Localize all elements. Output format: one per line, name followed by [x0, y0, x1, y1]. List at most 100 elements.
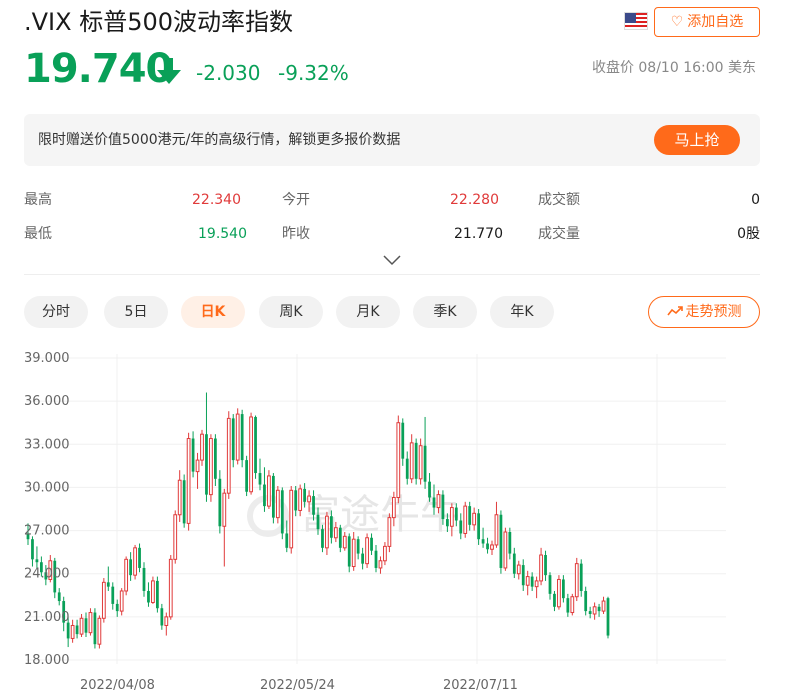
- trend-forecast-label: 走势预测: [685, 304, 742, 320]
- candle-body: [280, 490, 284, 534]
- candle-body: [235, 413, 240, 461]
- candle-body: [391, 496, 396, 519]
- tab-weekly-k[interactable]: 周K: [259, 296, 323, 328]
- candle-body: [378, 560, 383, 569]
- candle-body: [240, 414, 244, 461]
- y-tick-label: 21.000: [24, 610, 70, 625]
- tab-intraday[interactable]: 分时: [24, 296, 88, 328]
- turnover-label: 成交额: [538, 192, 580, 208]
- candle-body: [115, 603, 119, 612]
- kline-chart-svg[interactable]: 富途牛牛 39.000 36.000 33.000 30.000 27.000 24.000…: [0, 346, 788, 695]
- candle-body: [267, 475, 271, 507]
- low-value: 19.540: [198, 226, 247, 242]
- x-tick-label: 2022/04/08: [80, 678, 155, 693]
- candle-body: [387, 517, 392, 547]
- chevron-down-icon[interactable]: [382, 254, 402, 266]
- candle-body: [579, 563, 583, 591]
- stats-row: 最低 19.540 昨收 21.770 成交量 0股: [24, 222, 760, 246]
- candle-body: [245, 460, 248, 492]
- promo-claim-button[interactable]: 马上抢: [654, 125, 740, 155]
- candle-body: [566, 598, 570, 613]
- candle-body: [316, 514, 320, 530]
- candle-body: [75, 625, 79, 635]
- candle-body: [254, 416, 257, 474]
- tab-5day[interactable]: 5日: [104, 296, 168, 328]
- y-tick-label: 27.000: [24, 524, 70, 539]
- candle-body: [79, 617, 84, 635]
- candle-body: [289, 489, 294, 549]
- candle-body: [570, 596, 575, 614]
- promo-banner: 限时赠送价值5000港元/年的高级行情，解锁更多报价数据 马上抢: [24, 114, 760, 166]
- candle-body: [133, 547, 137, 576]
- candle-body: [606, 598, 610, 636]
- price-change-pct: -9.32%: [278, 61, 349, 85]
- candle-body: [275, 489, 280, 519]
- candle-body: [521, 565, 525, 586]
- candle-body: [186, 438, 191, 524]
- candle-body: [330, 516, 333, 538]
- candle-body: [534, 580, 539, 588]
- x-tick-label: 2022/05/24: [260, 678, 335, 693]
- volume-value: 0股: [737, 226, 760, 242]
- high-value: 22.340: [192, 192, 241, 208]
- divider: [24, 274, 760, 275]
- trend-forecast-button[interactable]: 走势预测: [648, 296, 760, 328]
- candle-body: [303, 488, 306, 502]
- candle-body: [285, 533, 289, 548]
- tab-monthly-k[interactable]: 月K: [336, 296, 400, 328]
- candle-body: [191, 438, 195, 472]
- candle-body: [574, 563, 579, 598]
- add-favorite-button[interactable]: ♡ 添加自选: [654, 7, 760, 37]
- candle-body: [374, 550, 378, 568]
- candle-body: [530, 576, 534, 587]
- tab-yearly-k[interactable]: 年K: [490, 296, 554, 328]
- candle-body: [401, 422, 405, 459]
- candle-body: [272, 475, 275, 518]
- price-change: -2.030: [196, 61, 261, 85]
- tab-daily-k[interactable]: 日K: [181, 296, 245, 328]
- candle-body: [490, 544, 494, 550]
- candle-body: [62, 601, 66, 623]
- prev-close-label: 昨收: [282, 226, 310, 242]
- candle-body: [325, 515, 329, 549]
- candle-body: [601, 600, 606, 612]
- candle-body: [142, 567, 146, 591]
- candle-body: [441, 494, 445, 520]
- candle-body: [432, 497, 436, 508]
- kline-chart[interactable]: 富途牛牛 39.000 36.000 33.000 30.000 27.000 24.000…: [0, 346, 788, 695]
- candle-body: [151, 580, 155, 603]
- candle-body: [93, 612, 97, 645]
- candle-body: [592, 606, 597, 615]
- candle-body: [557, 578, 561, 608]
- candle-body: [512, 553, 516, 574]
- candle-body: [351, 538, 356, 568]
- candle-body: [361, 553, 364, 564]
- candle-body: [446, 519, 449, 527]
- add-favorite-label: 添加自选: [687, 14, 744, 30]
- candle-body: [347, 536, 351, 567]
- last-price: 19.740: [24, 46, 173, 92]
- candle-body: [294, 490, 298, 511]
- open-value: 22.280: [450, 192, 499, 208]
- candle-body: [312, 496, 315, 515]
- candle-body: [106, 582, 110, 587]
- candle-body: [147, 590, 150, 603]
- candle-body: [414, 442, 418, 479]
- candle-body: [35, 559, 39, 563]
- y-tick-label: 33.000: [24, 437, 70, 452]
- candle-body: [129, 559, 132, 576]
- candle-body: [516, 564, 521, 575]
- candle-body: [588, 611, 592, 614]
- candle-body: [508, 532, 512, 554]
- candle-body: [119, 590, 124, 612]
- tab-quarterly-k[interactable]: 季K: [413, 296, 477, 328]
- y-tick-label: 36.000: [24, 394, 70, 409]
- candle-body: [463, 505, 468, 534]
- candle-body: [486, 543, 489, 550]
- volume-label: 成交量: [538, 226, 580, 242]
- candle-body: [370, 537, 373, 551]
- page-title: .VIX 标普500波动率指数: [24, 8, 294, 36]
- candle-body: [472, 512, 477, 526]
- candle-body: [365, 537, 369, 565]
- candle-body: [226, 417, 231, 494]
